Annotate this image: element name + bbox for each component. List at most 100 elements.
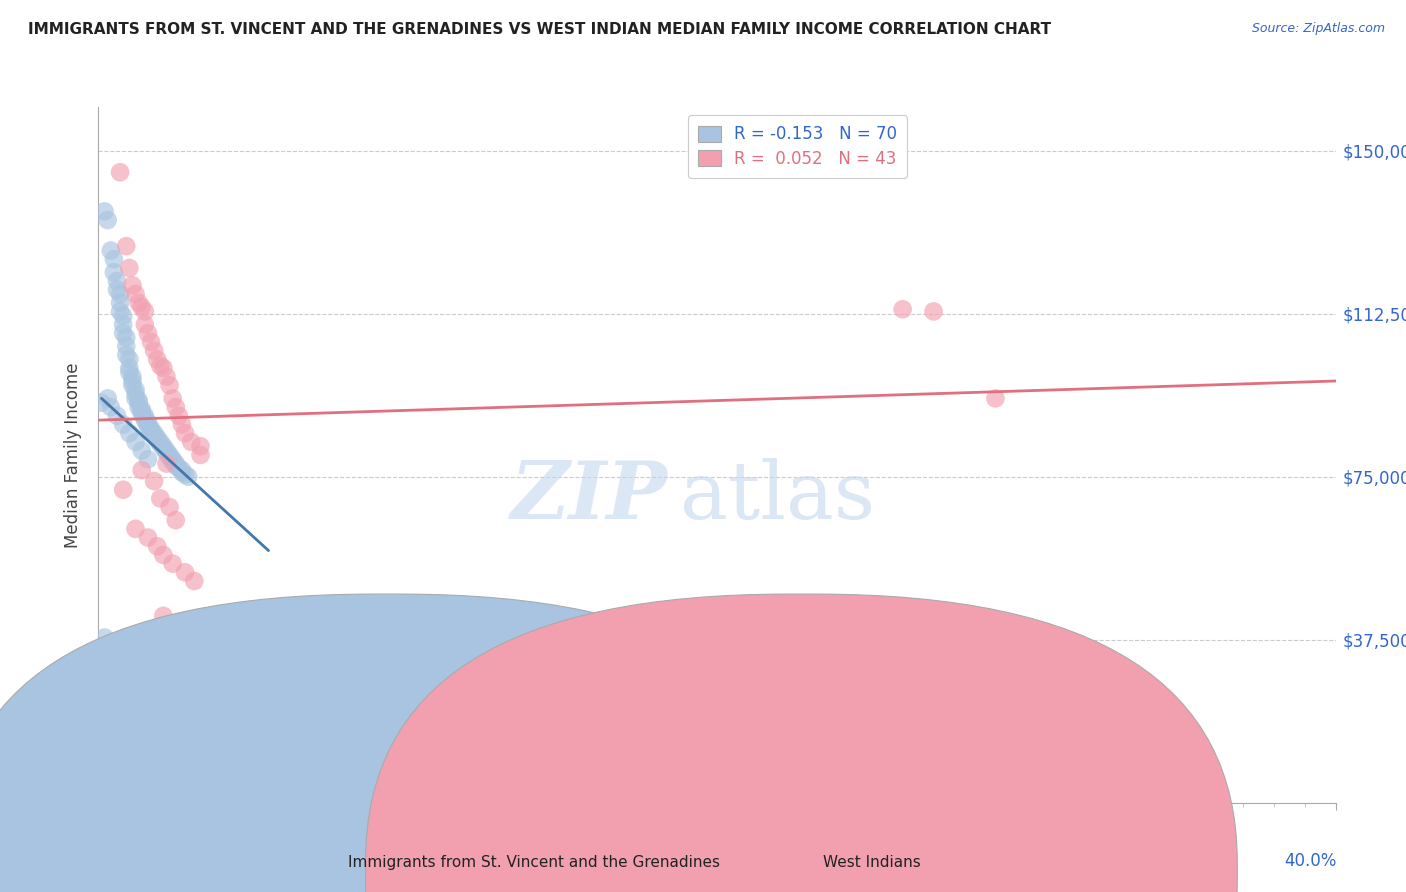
Point bbox=[100, 400, 122, 414]
Point bbox=[143, 426, 166, 441]
Point bbox=[155, 446, 177, 460]
Point bbox=[143, 343, 166, 358]
Point bbox=[149, 437, 172, 451]
Point bbox=[177, 469, 200, 483]
Point bbox=[90, 396, 112, 410]
Text: West Indians: West Indians bbox=[823, 855, 921, 870]
Point bbox=[136, 419, 159, 434]
Point bbox=[162, 454, 184, 468]
Text: R = -0.153: R = -0.153 bbox=[533, 852, 630, 866]
Point bbox=[103, 252, 125, 267]
Point bbox=[128, 400, 150, 414]
Point bbox=[131, 407, 153, 421]
Point bbox=[136, 415, 159, 429]
Point bbox=[115, 330, 138, 344]
Point bbox=[149, 491, 172, 506]
Point bbox=[159, 448, 181, 462]
Point bbox=[131, 443, 153, 458]
Point bbox=[149, 434, 172, 449]
Point bbox=[121, 378, 143, 392]
Point bbox=[922, 304, 945, 318]
Point bbox=[115, 339, 138, 353]
Point bbox=[121, 369, 143, 384]
Text: Source: ZipAtlas.com: Source: ZipAtlas.com bbox=[1251, 22, 1385, 36]
Point bbox=[97, 392, 120, 406]
Point bbox=[134, 304, 156, 318]
Point bbox=[121, 278, 143, 293]
Point bbox=[152, 608, 174, 623]
Point bbox=[159, 378, 181, 392]
Point bbox=[146, 352, 169, 367]
Point bbox=[115, 239, 138, 253]
Point bbox=[190, 448, 212, 462]
Text: 40.0%: 40.0% bbox=[1285, 852, 1337, 870]
Point bbox=[159, 500, 181, 514]
Point bbox=[146, 431, 169, 445]
Point bbox=[174, 467, 197, 482]
Point bbox=[152, 548, 174, 562]
Point bbox=[165, 513, 187, 527]
Point bbox=[174, 426, 197, 441]
Point bbox=[128, 396, 150, 410]
Point bbox=[162, 452, 184, 467]
Point bbox=[124, 522, 146, 536]
Point bbox=[134, 411, 156, 425]
Point bbox=[108, 287, 131, 301]
Point bbox=[124, 287, 146, 301]
Point bbox=[139, 422, 162, 436]
Point bbox=[108, 295, 131, 310]
Point bbox=[131, 404, 153, 418]
Point bbox=[112, 417, 135, 432]
Point bbox=[152, 439, 174, 453]
Point bbox=[124, 383, 146, 397]
Point bbox=[136, 452, 159, 467]
Point bbox=[118, 365, 141, 379]
Point bbox=[124, 387, 146, 401]
Point bbox=[131, 402, 153, 417]
Point bbox=[159, 450, 181, 464]
Point bbox=[97, 213, 120, 227]
Text: IMMIGRANTS FROM ST. VINCENT AND THE GRENADINES VS WEST INDIAN MEDIAN FAMILY INCO: IMMIGRANTS FROM ST. VINCENT AND THE GREN… bbox=[28, 22, 1052, 37]
Point bbox=[190, 439, 212, 453]
Point bbox=[152, 442, 174, 456]
Point bbox=[93, 631, 115, 645]
Point bbox=[105, 283, 128, 297]
Point bbox=[180, 434, 202, 449]
Point bbox=[118, 260, 141, 275]
Point bbox=[134, 409, 156, 423]
Point bbox=[170, 466, 193, 480]
Point bbox=[170, 417, 193, 432]
Point bbox=[112, 483, 135, 497]
Point bbox=[146, 433, 169, 447]
Point bbox=[134, 413, 156, 427]
Legend: R = -0.153   N = 70, R =  0.052   N = 43: R = -0.153 N = 70, R = 0.052 N = 43 bbox=[688, 115, 907, 178]
Point bbox=[112, 326, 135, 341]
Point bbox=[100, 244, 122, 258]
Y-axis label: Median Family Income: Median Family Income bbox=[65, 362, 83, 548]
Point bbox=[105, 409, 128, 423]
Point bbox=[124, 434, 146, 449]
Point bbox=[118, 426, 141, 441]
Point bbox=[139, 334, 162, 349]
Point bbox=[131, 463, 153, 477]
Point bbox=[136, 531, 159, 545]
Point bbox=[149, 359, 172, 373]
Point bbox=[112, 318, 135, 332]
Point bbox=[112, 309, 135, 323]
Point bbox=[134, 318, 156, 332]
Point bbox=[136, 417, 159, 432]
Point bbox=[165, 458, 187, 473]
Point bbox=[165, 457, 187, 471]
Point bbox=[155, 443, 177, 458]
Text: atlas: atlas bbox=[681, 458, 875, 536]
Point bbox=[118, 352, 141, 367]
Point bbox=[891, 302, 914, 317]
Point bbox=[155, 369, 177, 384]
Point bbox=[165, 400, 187, 414]
Point bbox=[103, 265, 125, 279]
Point bbox=[108, 304, 131, 318]
Text: 0.0%: 0.0% bbox=[97, 852, 139, 870]
Point bbox=[128, 393, 150, 408]
Point bbox=[146, 539, 169, 553]
Point bbox=[115, 348, 138, 362]
